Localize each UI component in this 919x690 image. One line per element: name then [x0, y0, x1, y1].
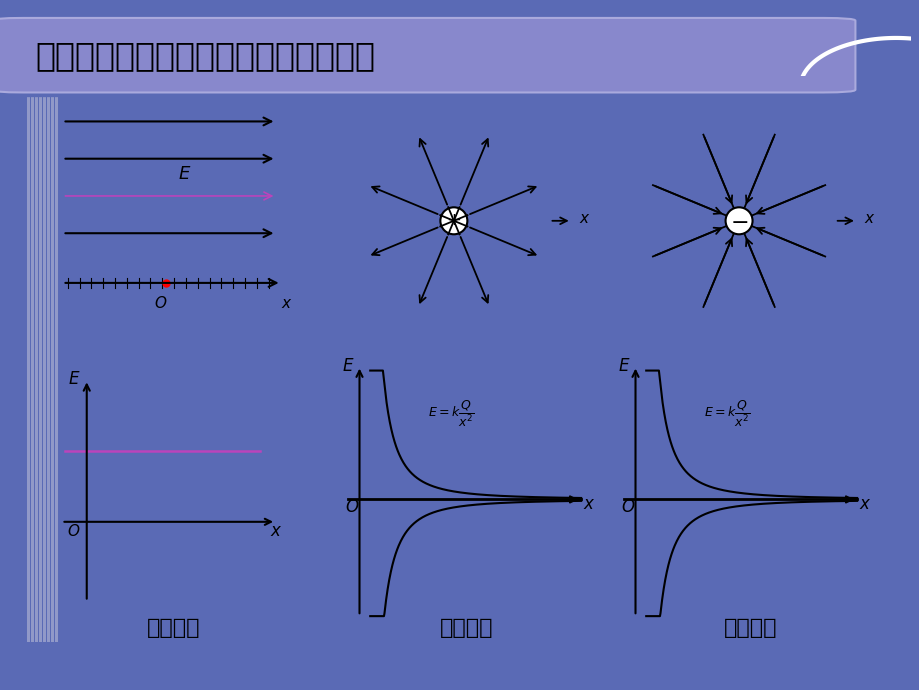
Text: $E$: $E$ — [178, 165, 192, 183]
Text: 负点电荷: 负点电荷 — [723, 618, 777, 638]
Text: $E=k\dfrac{Q}{x^2}$: $E=k\dfrac{Q}{x^2}$ — [704, 400, 750, 429]
FancyBboxPatch shape — [0, 18, 855, 92]
Circle shape — [725, 207, 752, 235]
Text: 匀强电场: 匀强电场 — [147, 618, 200, 638]
Text: $O$: $O$ — [345, 497, 358, 515]
Text: $E$: $E$ — [68, 371, 80, 388]
Text: $E$: $E$ — [618, 357, 630, 375]
Text: $+$: $+$ — [446, 210, 461, 228]
Text: $x$: $x$ — [280, 296, 292, 310]
Text: $x$: $x$ — [578, 211, 590, 226]
Text: $x$: $x$ — [863, 211, 875, 226]
Circle shape — [440, 207, 467, 235]
Text: $x$: $x$ — [857, 495, 870, 513]
Text: $O$: $O$ — [67, 523, 81, 539]
Text: $x$: $x$ — [269, 522, 282, 540]
Text: $E=k\dfrac{Q}{x^2}$: $E=k\dfrac{Q}{x^2}$ — [428, 400, 474, 429]
Text: $E$: $E$ — [342, 357, 354, 375]
Text: $O$: $O$ — [153, 295, 167, 310]
Text: 正点电荷: 正点电荷 — [439, 618, 494, 638]
Text: $x$: $x$ — [582, 495, 595, 513]
Text: $-$: $-$ — [729, 211, 747, 230]
Text: 几种常见电场的场强与位移变化的图象: 几种常见电场的场强与位移变化的图象 — [35, 39, 375, 72]
Text: $O$: $O$ — [620, 497, 634, 515]
